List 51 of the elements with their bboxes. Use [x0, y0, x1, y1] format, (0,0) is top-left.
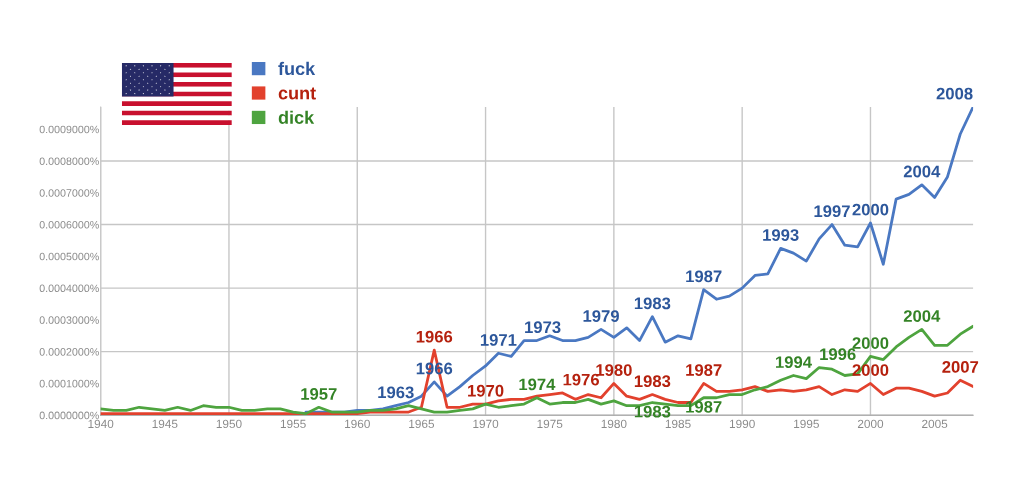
annotation: 2000 — [852, 203, 889, 216]
x-tick-label: 1945 — [152, 419, 178, 429]
x-tick-label: 1940 — [88, 419, 114, 429]
annotation: 1983 — [634, 405, 671, 418]
y-tick-label: 0.0008000% — [39, 157, 99, 165]
y-tick-label: 0.0000000% — [39, 411, 99, 420]
x-tick-label: 1995 — [794, 419, 819, 429]
annotation: 2008 — [936, 87, 973, 100]
y-tick-label: 0.0003000% — [39, 316, 99, 324]
annotation: 1987 — [686, 364, 722, 376]
y-tick-label: 0.0002000% — [39, 348, 99, 356]
x-tick-label: 2000 — [857, 419, 884, 429]
annotation: 2007 — [942, 361, 979, 373]
y-tick-label: 0.0009000% — [39, 125, 99, 134]
annotation: 1973 — [525, 321, 561, 334]
x-tick-label: 1990 — [729, 419, 755, 429]
annotation: 1971 — [480, 333, 517, 346]
x-tick-label: 1960 — [345, 419, 370, 429]
legend-label: fuck — [278, 61, 316, 76]
annotation: 1983 — [634, 297, 671, 310]
x-tick-label: 1965 — [409, 419, 435, 429]
x-tick-label: 1980 — [601, 419, 627, 429]
annotation: 1966 — [416, 330, 453, 343]
x-tick-label: 1970 — [473, 419, 499, 429]
x-tick-label: 1950 — [216, 419, 242, 429]
y-tick-label: 0.0006000% — [39, 220, 99, 229]
y-tick-label: 0.0007000% — [39, 189, 99, 197]
annotation: 1994 — [776, 356, 812, 369]
annotation: 1987 — [686, 270, 722, 283]
annotation: 2004 — [903, 165, 941, 178]
annotation: 1996 — [820, 348, 856, 361]
annotation: 1970 — [468, 384, 504, 397]
legend-label: dick — [278, 110, 315, 124]
y-tick-label: 0.0005000% — [39, 252, 99, 261]
legend-label: cunt — [278, 87, 316, 100]
x-tick-label: 1975 — [537, 419, 563, 429]
annotation: 1987 — [686, 400, 722, 413]
x-tick-label: 1985 — [665, 419, 691, 429]
annotation: 1983 — [634, 375, 671, 388]
annotation: 1974 — [519, 378, 556, 391]
y-tick-label: 0.0001000% — [39, 379, 99, 388]
annotation: 1957 — [301, 388, 337, 400]
annotation: 1997 — [814, 205, 850, 218]
annotation: 2000 — [852, 337, 889, 349]
annotation: 1963 — [378, 386, 414, 399]
y-tick-label: 0.0004000% — [39, 284, 99, 293]
x-tick-label: 1955 — [280, 419, 306, 429]
annotation: 1993 — [763, 229, 799, 241]
annotation: 1979 — [583, 310, 619, 322]
x-tick-label: 2005 — [922, 419, 948, 429]
annotation: 2004 — [903, 310, 941, 322]
